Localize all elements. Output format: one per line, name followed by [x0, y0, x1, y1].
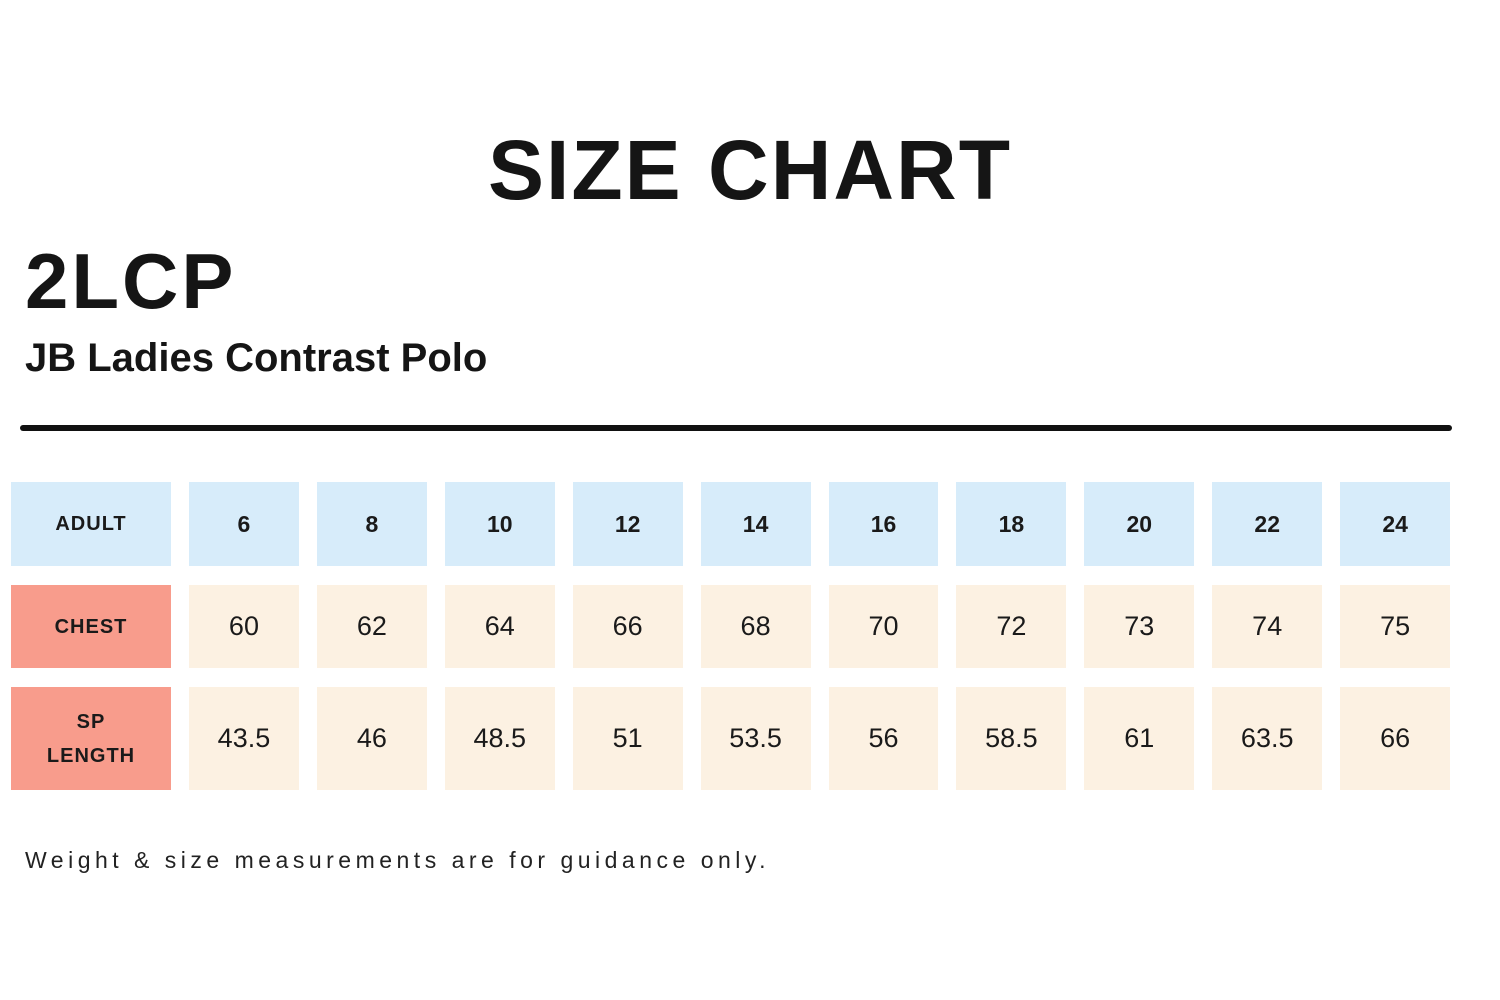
sp-length-value-cell: 48.5: [444, 687, 555, 790]
chest-value-cell: 70: [828, 585, 939, 668]
chest-value-cell: 68: [700, 585, 811, 668]
row-label-adult: ADULT: [11, 482, 171, 566]
size-header-cell: 6: [189, 482, 299, 566]
size-table: ADULT 6 8 10 12 14 16 18 20 22 24 CHEST …: [11, 482, 1451, 790]
product-code: 2LCP: [25, 237, 237, 325]
size-header-cell: 10: [444, 482, 555, 566]
chest-value-cell: 73: [1084, 585, 1195, 668]
row-label-chest: CHEST: [11, 585, 171, 668]
row-label-adult-text: ADULT: [55, 513, 127, 535]
sp-length-value-cell: 63.5: [1212, 687, 1323, 790]
size-header-cell: 14: [700, 482, 811, 566]
sp-length-value-cell: 51: [572, 687, 683, 790]
size-header-cell: 22: [1212, 482, 1323, 566]
chest-value-cell: 60: [189, 585, 299, 668]
page-title: SIZE CHART: [488, 123, 1012, 217]
size-header-cell: 12: [572, 482, 683, 566]
sp-length-value-cell: 58.5: [956, 687, 1067, 790]
row-label-sp-length: SP LENGTH: [11, 687, 171, 790]
divider-rule: [20, 425, 1452, 431]
size-header-cell: 8: [316, 482, 427, 566]
chest-value-cell: 74: [1212, 585, 1323, 668]
table-row-sizes: ADULT 6 8 10 12 14 16 18 20 22 24: [11, 482, 1451, 566]
size-header-cell: 24: [1340, 482, 1451, 566]
sp-length-value-cell: 66: [1340, 687, 1451, 790]
chest-value-cell: 72: [956, 585, 1067, 668]
sp-length-value-cell: 53.5: [700, 687, 811, 790]
product-name: JB Ladies Contrast Polo: [25, 336, 488, 380]
sp-length-value-cell: 56: [828, 687, 939, 790]
sp-length-value-cell: 46: [316, 687, 427, 790]
size-header-cell: 18: [956, 482, 1067, 566]
chest-value-cell: 66: [572, 585, 683, 668]
guidance-footnote: Weight & size measurements are for guida…: [25, 847, 771, 873]
sp-length-value-cell: 43.5: [189, 687, 299, 790]
table-row-sp-length: SP LENGTH 43.5 46 48.5 51 53.5 56 58.5 6…: [11, 687, 1451, 790]
table-row-chest: CHEST 60 62 64 66 68 70 72 73 74 75: [11, 585, 1451, 668]
chest-value-cell: 64: [444, 585, 555, 668]
row-label-chest-text: CHEST: [54, 615, 128, 638]
size-header-cell: 20: [1084, 482, 1195, 566]
chest-value-cell: 75: [1340, 585, 1451, 668]
size-header-cell: 16: [828, 482, 939, 566]
sp-length-value-cell: 61: [1084, 687, 1195, 790]
chest-value-cell: 62: [316, 585, 427, 668]
row-label-sp-length-text: SP LENGTH: [46, 710, 136, 767]
